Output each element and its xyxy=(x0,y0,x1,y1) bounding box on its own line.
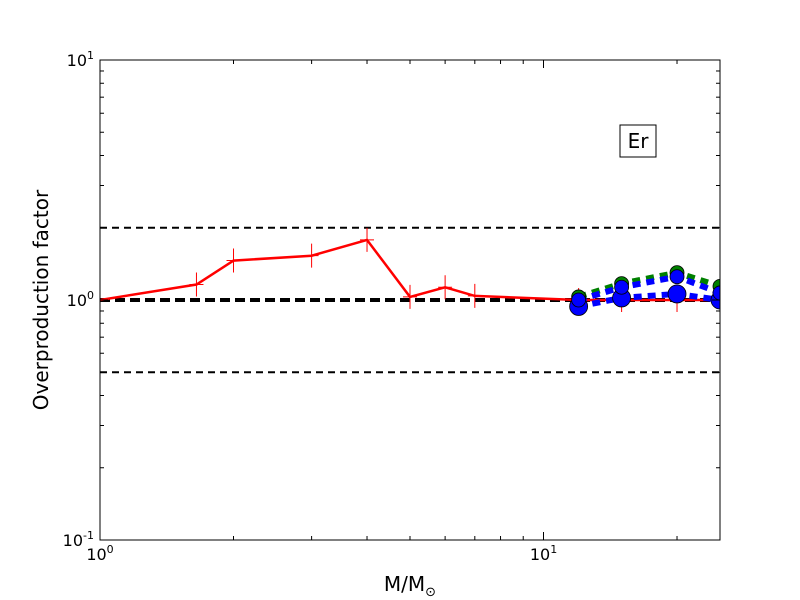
plot-frame xyxy=(99,59,721,541)
series-line xyxy=(578,290,720,310)
series-line xyxy=(100,238,720,302)
series-point xyxy=(667,284,687,304)
annotation-frame xyxy=(619,124,657,158)
series-point xyxy=(304,243,319,268)
y-axis-label: Overproduction factor xyxy=(29,189,53,410)
annotation-box: Er xyxy=(619,124,657,158)
x-tick-label: 101 xyxy=(530,543,557,564)
series-point xyxy=(614,279,630,295)
series-markers xyxy=(100,227,720,316)
x-tick-label: 100 xyxy=(86,543,113,564)
x-axis-label-main: M/M xyxy=(384,572,425,596)
series-point xyxy=(189,272,204,297)
annotation-label: Er xyxy=(628,129,650,153)
series-point xyxy=(403,284,417,309)
y-tick-label: 100 xyxy=(67,289,94,310)
series-point xyxy=(571,292,587,308)
series-point xyxy=(360,227,375,252)
y-tick-label: 101 xyxy=(67,49,94,70)
series-point xyxy=(226,248,241,273)
series-line xyxy=(577,269,720,300)
series-point xyxy=(712,285,720,301)
y-tick-label: 10-1 xyxy=(63,529,94,550)
series-point xyxy=(467,283,482,308)
series-point xyxy=(438,275,453,300)
x-axis-label-subscript: ⊙ xyxy=(425,585,436,600)
series-lines xyxy=(100,238,720,310)
x-axis-label: M/M⊙ xyxy=(384,572,436,600)
series-point xyxy=(669,269,685,285)
series-line xyxy=(577,273,720,303)
